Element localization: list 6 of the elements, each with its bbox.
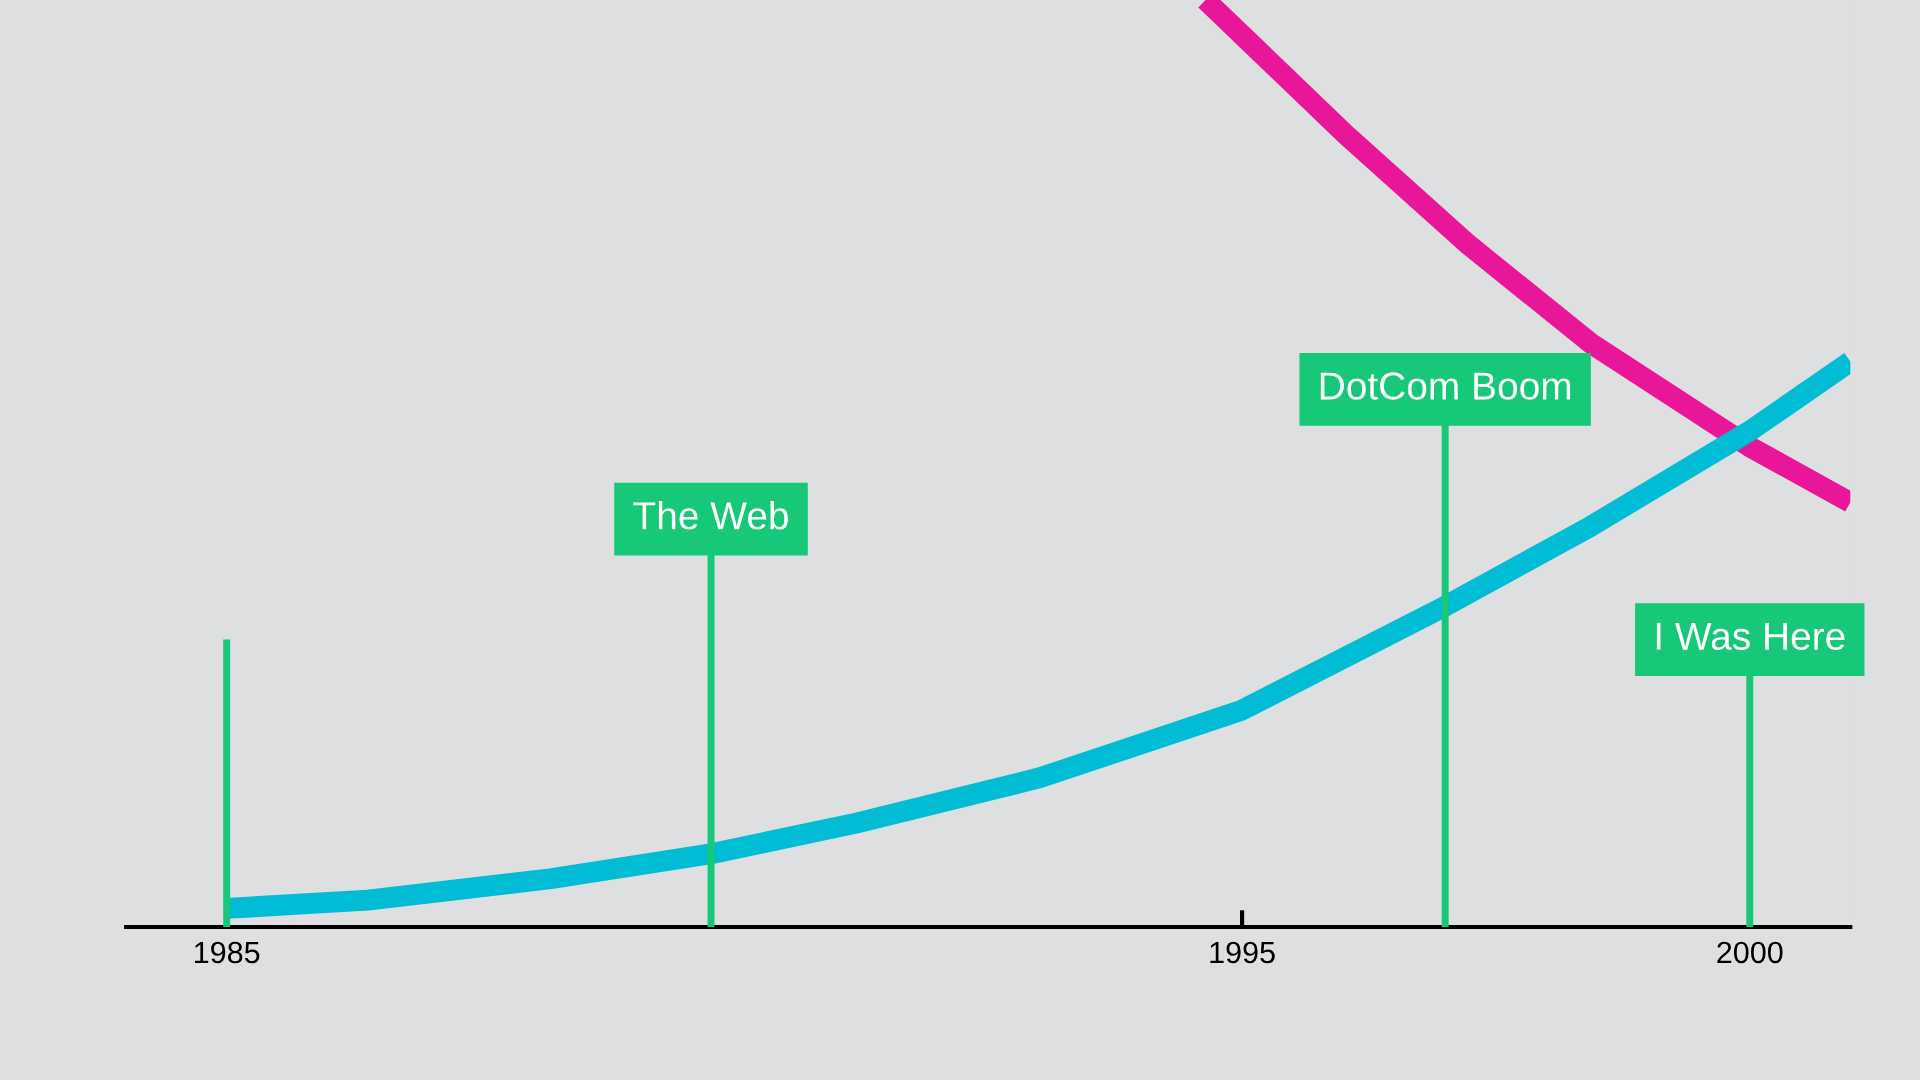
ref-line-label: I Was Here — [1656, 622, 1845, 651]
ref-line-label: The Web — [633, 500, 788, 530]
x-tick-label: 1985 — [195, 941, 260, 964]
x-tick-label: 2000 — [1717, 941, 1783, 964]
ref-line-label: DotCom Boom — [1320, 372, 1571, 400]
x-tick-label: 1995 — [1210, 941, 1275, 964]
